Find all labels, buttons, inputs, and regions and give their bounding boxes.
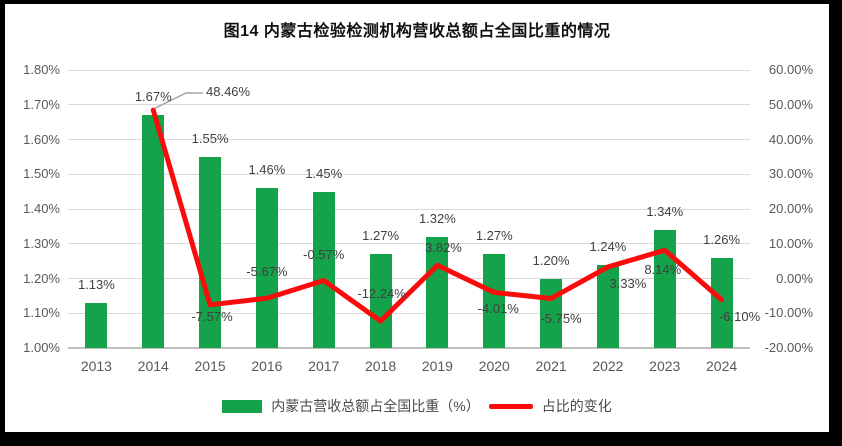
x-axis-label: 2018	[365, 358, 397, 374]
x-axis-label: 2014	[137, 358, 169, 374]
bar-label: 1.34%	[646, 203, 684, 219]
gridline	[68, 69, 750, 71]
bar	[710, 257, 733, 348]
line-point-label: -5.67%	[246, 264, 288, 280]
right-axis-tick: -10.00%	[764, 305, 813, 321]
x-axis-label: 2022	[592, 358, 624, 374]
x-axis-label: 2013	[80, 358, 112, 374]
line-point-label: 8.14%	[644, 262, 682, 278]
x-axis-label: 2024	[706, 358, 738, 374]
left-axis-tick: 1.60%	[23, 131, 60, 147]
x-axis-line	[68, 347, 750, 349]
left-axis-tick: 1.10%	[23, 305, 60, 321]
x-axis-label: 2015	[194, 358, 226, 374]
x-axis-label: 2019	[421, 358, 453, 374]
legend-line-swatch	[488, 403, 533, 409]
bar-label: 1.55%	[191, 130, 229, 146]
bar	[312, 191, 335, 348]
x-axis-label: 2020	[478, 358, 510, 374]
x-axis-label: 2021	[535, 358, 567, 374]
bar-label: 1.20%	[532, 252, 570, 268]
right-axis-tick: 30.00%	[768, 166, 813, 182]
line-point-label: -6.10%	[718, 308, 761, 324]
legend: 内蒙古营收总额占全国比重（%） 占比的变化	[5, 396, 829, 416]
left-axis-tick: 1.50%	[23, 166, 60, 182]
right-axis-tick: 50.00%	[768, 96, 813, 112]
left-axis-tick: 1.20%	[23, 270, 60, 286]
gridline	[68, 104, 750, 106]
gridline	[68, 173, 750, 175]
bar-label: 1.24%	[589, 238, 627, 254]
x-axis-label: 2023	[649, 358, 681, 374]
left-axis-tick: 1.00%	[23, 340, 60, 355]
legend-line-label: 占比的变化	[541, 398, 612, 414]
right-axis-tick: 20.00%	[768, 201, 813, 216]
legend-bar-label: 内蒙古营收总额占全国比重（%）	[271, 398, 480, 414]
bar-label: 1.13%	[77, 276, 115, 292]
bar-label: 1.26%	[703, 231, 741, 247]
left-axis-tick: 1.80%	[23, 62, 60, 77]
legend-bar-swatch	[222, 399, 263, 413]
line-point-label: -0.57%	[303, 247, 345, 263]
line-point-label: -4.01%	[477, 301, 519, 317]
left-axis-tick: 1.70%	[23, 96, 60, 112]
bar-label: 1.27%	[362, 228, 400, 244]
bar	[142, 115, 165, 348]
line-point-label: -7.57%	[191, 308, 233, 324]
x-axis-label: 2016	[251, 358, 283, 374]
gridline	[68, 312, 750, 314]
bar-label: 1.32%	[418, 210, 456, 226]
line-point-label: 3.82%	[424, 240, 462, 256]
bar-label: 1.45%	[305, 165, 343, 181]
line-point-label: -12.24%	[357, 286, 406, 302]
bar-label: 1.46%	[248, 162, 286, 178]
line-point-label: -5.75%	[540, 311, 582, 327]
x-axis-label: 2017	[308, 358, 340, 374]
line-point-label: 48.46%	[206, 84, 251, 99]
right-axis-tick: 10.00%	[768, 235, 813, 251]
gridline	[68, 139, 750, 140]
right-axis-tick: 40.00%	[768, 131, 813, 147]
bar	[85, 302, 108, 348]
right-axis-tick: 60.00%	[768, 62, 813, 77]
left-axis-tick: 1.30%	[23, 235, 60, 251]
right-axis-tick: 0.00%	[776, 270, 813, 286]
right-axis-tick: -20.00%	[764, 340, 813, 355]
chart-title: 图14 内蒙古检验检测机构营收总额占全国比重的情况	[223, 23, 611, 40]
bar-label: 1.67%	[134, 89, 172, 105]
left-axis-tick: 1.40%	[23, 201, 60, 216]
chart-area: 图14 内蒙古检验检测机构营收总额占全国比重的情况 内蒙古营收总额占全国比重（%…	[5, 4, 829, 432]
